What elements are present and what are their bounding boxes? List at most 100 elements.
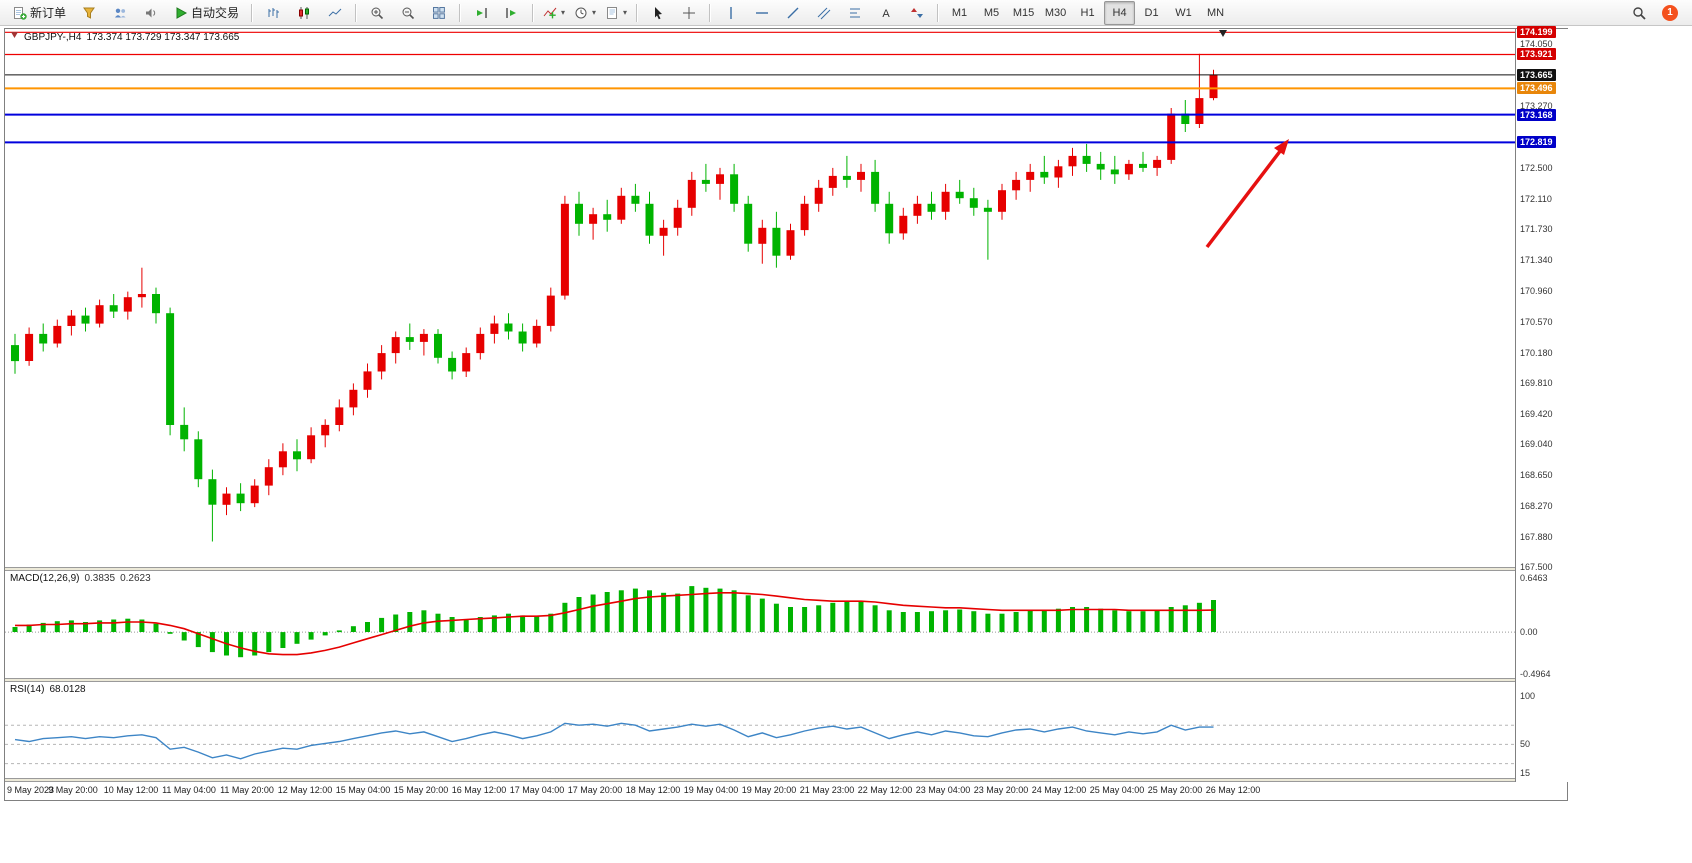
trend-arrow-annotation[interactable] <box>1205 139 1289 249</box>
time-axis[interactable]: 9 May 2023 9 May 20:00 10 May 12:00 11 May … <box>5 782 1515 800</box>
time-axis-label: 25 May 04:00 <box>1089 785 1145 795</box>
price-axis-label: 169.040 <box>1520 439 1553 449</box>
price-badge: 173.665 <box>1517 69 1556 81</box>
search-button[interactable] <box>1624 1 1654 25</box>
time-axis-label: 26 May 12:00 <box>1205 785 1261 795</box>
cursor-button[interactable] <box>643 1 673 25</box>
macd-canvas[interactable] <box>5 571 1515 678</box>
time-axis-label: 23 May 20:00 <box>973 785 1029 795</box>
sounds-button[interactable] <box>136 1 166 25</box>
rsi-axis-label: 15 <box>1520 768 1531 778</box>
arrows-tool-icon <box>910 6 924 20</box>
trendline-icon <box>786 6 800 20</box>
zoom-out-icon <box>401 6 415 20</box>
main-chart-canvas[interactable] <box>5 29 1515 567</box>
panel-separator[interactable] <box>5 778 1567 782</box>
macd-axis-label: -0.4964 <box>1520 669 1551 679</box>
text-tool-button[interactable]: A <box>871 1 901 25</box>
price-axis-label: 168.650 <box>1520 470 1553 480</box>
candlestick-chart-button[interactable] <box>289 1 319 25</box>
time-axis-label: 15 May 20:00 <box>393 785 449 795</box>
fibonacci-button[interactable] <box>840 1 870 25</box>
rsi-value: 68.0128 <box>49 684 86 695</box>
tf-w1-label: W1 <box>1175 6 1192 19</box>
rsi-panel[interactable]: RSI(14) 68.0128 <box>5 682 1516 778</box>
main-chart-panel[interactable]: GBPJPY-,H4 173.374 173.729 173.347 173.6… <box>5 29 1516 567</box>
notification-badge[interactable]: 1 <box>1662 4 1678 21</box>
tf-m5-label: M5 <box>983 6 1000 19</box>
time-axis-label: 23 May 04:00 <box>915 785 971 795</box>
bar-marker-icon <box>1219 30 1227 37</box>
tf-m15-label: M15 <box>1012 6 1035 19</box>
price-axis-label: 170.570 <box>1520 317 1553 327</box>
chevron-down-icon: ▾ <box>561 8 566 17</box>
templates-icon <box>605 6 619 20</box>
tf-m5-button[interactable]: M5 <box>976 1 1007 25</box>
toolbar-separator <box>532 3 535 22</box>
tf-w1-button[interactable]: W1 <box>1168 1 1199 25</box>
time-axis-label: 24 May 12:00 <box>1031 785 1087 795</box>
text-tool-icon: A <box>879 6 893 20</box>
toolbar-separator <box>355 3 358 22</box>
tf-m30-label: M30 <box>1044 6 1067 19</box>
price-badge: 173.168 <box>1517 109 1556 121</box>
price-axis-label: 172.110 <box>1520 194 1552 204</box>
time-axis-label: 9 May 20:00 <box>48 785 98 795</box>
toolbar-separator <box>709 3 712 22</box>
time-axis-label: 21 May 23:00 <box>799 785 855 795</box>
horizontal-line-button[interactable] <box>747 1 777 25</box>
bar-chart-button[interactable] <box>258 1 288 25</box>
trendline-button[interactable] <box>778 1 808 25</box>
zoom-in-button[interactable] <box>362 1 392 25</box>
templates-button[interactable]: ▾ <box>601 1 631 25</box>
tf-mn-button[interactable]: MN <box>1200 1 1231 25</box>
horizontal-lines <box>5 31 1515 144</box>
price-axis[interactable]: 174.050 173.270 172.500 172.110 171.730 171.3… <box>1515 26 1568 782</box>
time-axis-label: 25 May 20:00 <box>1147 785 1203 795</box>
periods-button[interactable]: ▾ <box>570 1 600 25</box>
search-icon <box>1632 6 1646 20</box>
equidistant-channel-button[interactable] <box>809 1 839 25</box>
tf-h4-label: H4 <box>1112 6 1127 19</box>
chart-title: GBPJPY-,H4 173.374 173.729 173.347 173.6… <box>10 31 239 43</box>
chevron-down-icon: ▾ <box>623 8 628 17</box>
autotrading-label: 自动交易 <box>191 6 240 20</box>
time-axis-label: 9 May 2023 <box>7 785 55 795</box>
chart-shift-button[interactable] <box>497 1 527 25</box>
price-axis-label: 167.500 <box>1520 562 1553 572</box>
arrows-tool-button[interactable] <box>902 1 932 25</box>
rsi-canvas[interactable] <box>5 682 1515 778</box>
tf-d1-button[interactable]: D1 <box>1136 1 1167 25</box>
chart-symbol-icon <box>10 31 19 43</box>
auto-scroll-icon <box>474 6 488 20</box>
new-order-button[interactable]: 新订单 <box>6 1 73 25</box>
macd-panel[interactable]: MACD(12,26,9) 0.3835 0.2623 <box>5 571 1516 678</box>
bar-chart-icon <box>266 6 280 20</box>
rsi-line <box>14 722 1214 760</box>
tf-d1-label: D1 <box>1144 6 1159 19</box>
strategy-tester-button[interactable] <box>74 1 104 25</box>
time-axis-label: 17 May 20:00 <box>567 785 623 795</box>
tf-m15-button[interactable]: M15 <box>1008 1 1039 25</box>
panel-separator[interactable] <box>5 567 1567 571</box>
tf-h4-button[interactable]: H4 <box>1104 0 1136 25</box>
vertical-line-button[interactable] <box>716 1 746 25</box>
tf-h1-label: H1 <box>1080 6 1095 19</box>
sounds-icon <box>144 6 158 20</box>
indicators-button[interactable]: ▾ <box>539 1 569 25</box>
price-axis-label: 172.500 <box>1520 163 1553 173</box>
cursor-icon <box>651 6 665 20</box>
tf-h1-button[interactable]: H1 <box>1072 1 1103 25</box>
autotrading-button[interactable]: 自动交易 <box>167 1 246 25</box>
tile-windows-button[interactable] <box>424 1 454 25</box>
tf-m1-button[interactable]: M1 <box>944 1 975 25</box>
panel-separator[interactable] <box>5 678 1567 682</box>
auto-scroll-button[interactable] <box>466 1 496 25</box>
tf-m30-button[interactable]: M30 <box>1040 1 1071 25</box>
zoom-out-button[interactable] <box>393 1 423 25</box>
crosshair-button[interactable] <box>674 1 704 25</box>
price-badge: 172.819 <box>1517 136 1556 148</box>
profiles-button[interactable] <box>105 1 135 25</box>
line-chart-button[interactable] <box>320 1 350 25</box>
new-order-label: 新订单 <box>30 6 67 20</box>
